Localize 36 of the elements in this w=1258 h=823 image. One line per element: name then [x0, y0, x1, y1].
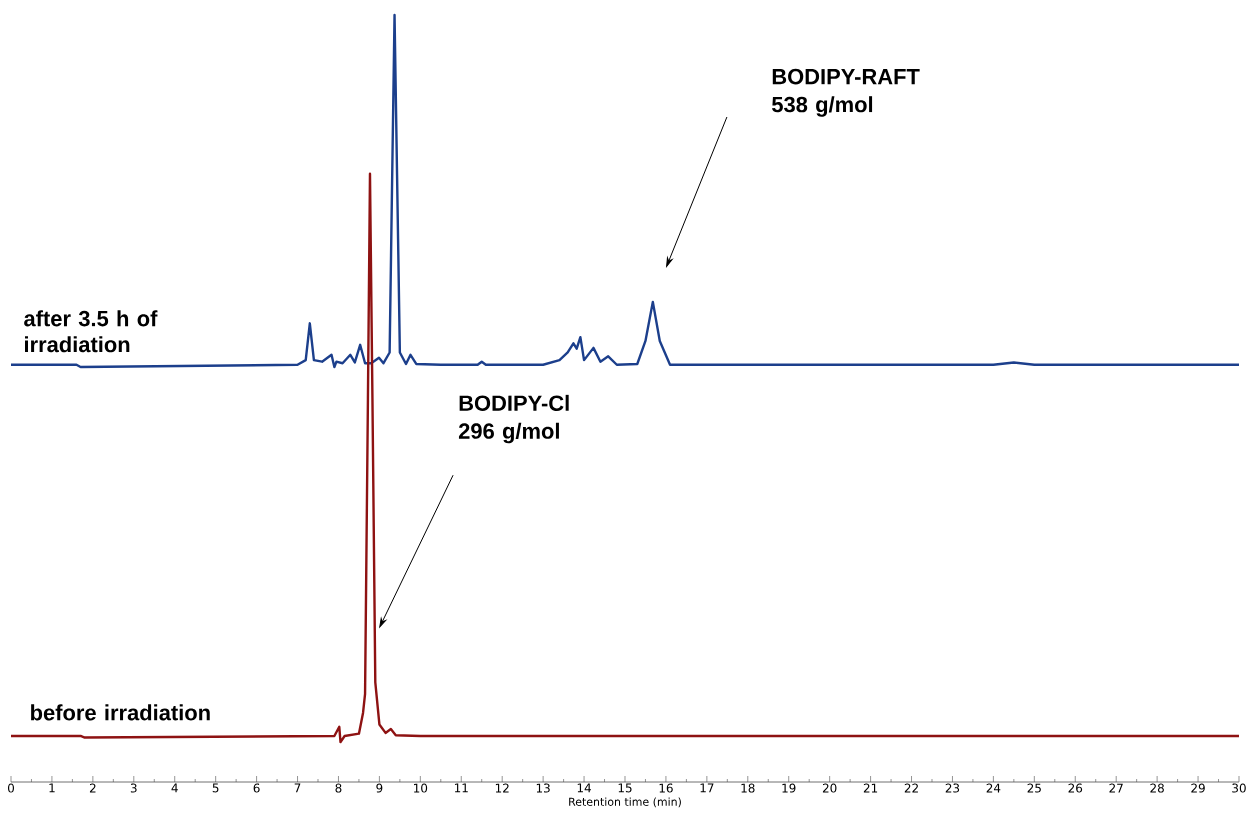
x-tick-label: 1	[49, 783, 55, 793]
x-tick-label: 14	[577, 783, 591, 793]
x-tick-label: 9	[376, 783, 383, 793]
annotation: BODIPY-Cl 296 g/mol	[458, 394, 569, 444]
x-tick-label: 26	[1068, 783, 1083, 793]
x-tick-label: 21	[863, 783, 878, 793]
x-tick-label: 13	[536, 783, 550, 793]
x-tick-label: 12	[495, 783, 509, 793]
x-tick-label: 27	[1109, 783, 1123, 793]
x-tick-label: 5	[212, 783, 219, 793]
x-tick-label: 7	[294, 783, 301, 793]
x-tick-label: 11	[454, 783, 468, 793]
x-tick-label: 0	[7, 783, 15, 793]
x-tick-label: 28	[1150, 783, 1164, 793]
x-tick-label: 8	[335, 783, 342, 793]
x-tick-label: 6	[253, 783, 260, 793]
x-tick-label: 2	[89, 783, 96, 793]
x-tick-label: 29	[1191, 783, 1205, 793]
x-tick-label: 23	[945, 783, 960, 793]
x-tick-label: 19	[782, 783, 796, 793]
x-tick-label: 10	[414, 783, 428, 793]
x-tick-label: 17	[700, 783, 714, 793]
x-tick-label: 20	[822, 783, 837, 793]
x-tick-label: 22	[904, 783, 918, 793]
x-tick-label: 4	[171, 783, 178, 793]
x-tick-label: 3	[130, 783, 137, 793]
series-label: after 3.5 h of irradiation	[24, 310, 158, 353]
annotation: BODIPY-RAFT 538 g/mol	[771, 68, 920, 117]
series-label: before irradiation	[31, 704, 210, 721]
x-tick-label: 30	[1232, 783, 1246, 793]
x-tick-label: 15	[618, 783, 632, 793]
x-tick-label: 18	[741, 783, 755, 793]
x-axis-title: Retention time (min)	[569, 797, 681, 808]
x-tick-label: 24	[986, 783, 1001, 793]
x-tick-label: 25	[1027, 783, 1041, 793]
x-tick-label: 16	[659, 783, 673, 793]
